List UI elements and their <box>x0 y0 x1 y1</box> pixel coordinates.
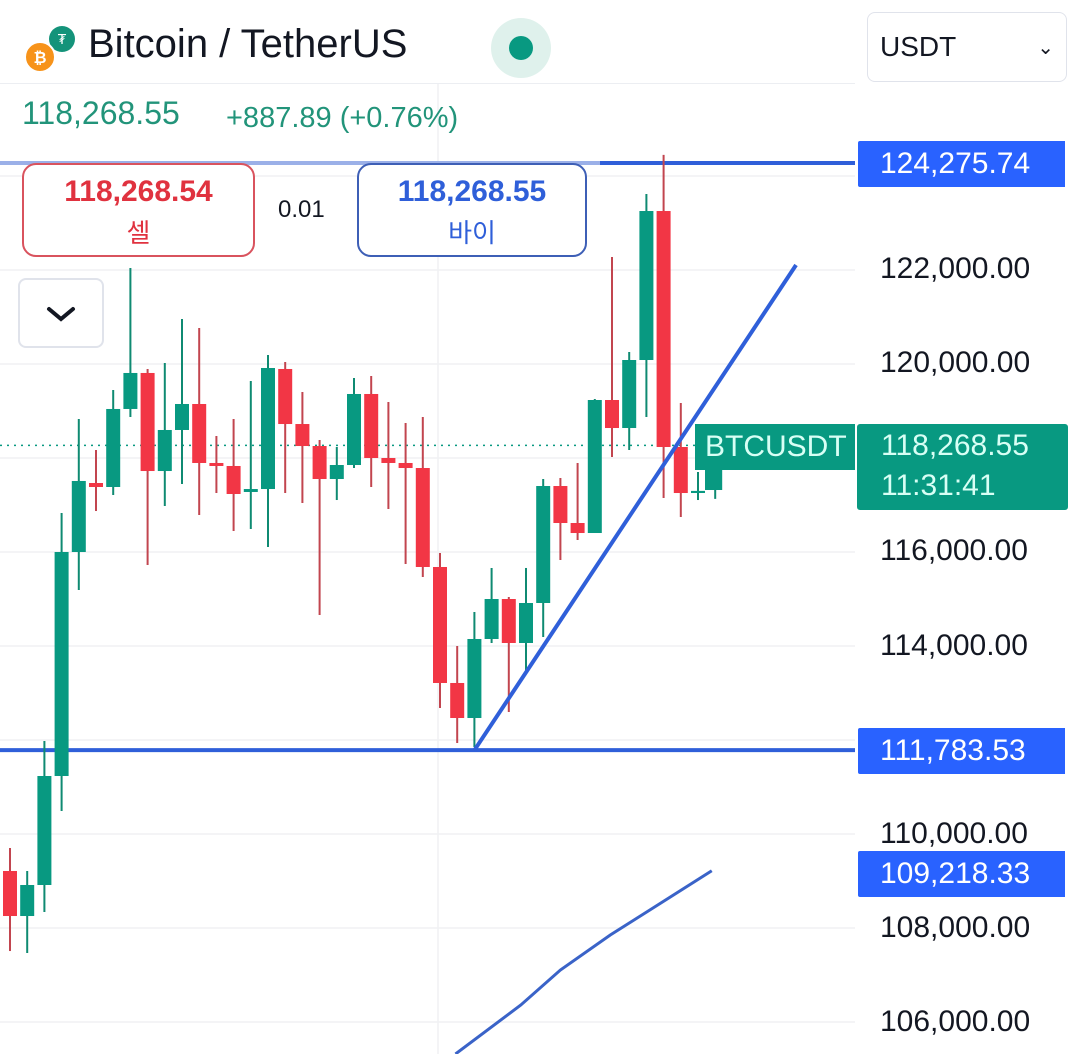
candle-body <box>140 372 155 472</box>
buy-price: 118,268.55 <box>397 175 547 208</box>
coin-pair-icons: ₮ ₿ <box>24 25 84 75</box>
candle-body <box>192 403 207 463</box>
market-status-indicator[interactable] <box>491 18 551 78</box>
currency-value: USDT <box>880 31 957 62</box>
collapse-toggle-button[interactable] <box>18 278 104 348</box>
indicator-value-label: 109,218.33 <box>858 851 1065 897</box>
candle-body <box>587 400 602 534</box>
candle-body <box>691 490 705 494</box>
candle-body <box>433 566 447 683</box>
price-change: +887.89 (+0.76%) <box>226 102 459 134</box>
candle-body <box>71 480 86 552</box>
candle-body <box>209 462 224 466</box>
candle-body <box>656 211 671 448</box>
price-tick: 114,000.00 <box>880 629 1028 662</box>
candle-body <box>157 429 172 472</box>
svg-text:₮: ₮ <box>58 33 67 48</box>
candle-body <box>20 884 35 917</box>
level-label-resistance: 124,275.74 <box>858 141 1065 187</box>
sell-price: 118,268.54 <box>64 175 213 208</box>
candle-body <box>536 486 551 603</box>
current-price-label: 118,268.55 11:31:41 <box>857 424 1068 510</box>
chevron-down-icon <box>47 307 75 322</box>
candle-body <box>295 424 310 447</box>
candle-body <box>3 870 17 917</box>
candle-body <box>484 599 499 639</box>
candle-body <box>226 465 241 495</box>
buy-button[interactable]: 118,268.55 바이 <box>357 163 587 257</box>
candle-body <box>622 360 637 429</box>
indicator-line <box>454 869 713 1054</box>
buy-label: 바이 <box>448 218 496 248</box>
candle-body <box>106 408 121 487</box>
candle-body <box>519 602 533 643</box>
candle-body <box>501 599 516 643</box>
candle-body <box>398 462 413 469</box>
price-tick: 106,000.00 <box>880 1005 1031 1038</box>
svg-text:₿: ₿ <box>33 48 46 67</box>
price-tick: 108,000.00 <box>880 911 1031 944</box>
candle-body <box>415 468 430 567</box>
last-price: 118,268.55 <box>22 95 180 131</box>
candle-body <box>381 458 396 463</box>
candle-body <box>312 446 327 480</box>
sell-button[interactable]: 118,268.54 셀 <box>22 163 255 257</box>
candle-body <box>673 447 688 494</box>
candle-body <box>450 682 465 719</box>
candle-body <box>364 393 379 458</box>
bar-countdown: 11:31:41 <box>881 469 996 502</box>
bitcoin-icon: ₿ <box>24 41 56 73</box>
level-label-support: 111,783.53 <box>858 728 1065 774</box>
candle-body <box>243 489 258 492</box>
candle-body <box>467 638 482 719</box>
symbol-label-tail <box>705 468 719 490</box>
price-tick: 110,000.00 <box>880 817 1028 850</box>
price-tick: 120,000.00 <box>880 346 1031 379</box>
candle-body <box>54 552 69 777</box>
currency-select[interactable]: USDT ⌄ <box>867 12 1067 82</box>
candle-body <box>123 372 138 409</box>
header-divider <box>0 83 855 84</box>
price-tick: 122,000.00 <box>880 252 1031 285</box>
market-open-dot <box>509 36 533 60</box>
candle-body <box>553 486 568 524</box>
symbol-price-label: BTCUSDT <box>695 424 855 470</box>
candle-body <box>278 368 293 425</box>
candle-body <box>605 400 619 429</box>
candle-body <box>89 483 103 487</box>
candle-body <box>329 465 344 480</box>
price-tick: 116,000.00 <box>880 534 1028 567</box>
sell-label: 셀 <box>126 218 151 248</box>
candle-body <box>37 776 52 885</box>
current-price: 118,268.55 <box>881 429 1029 462</box>
tether-icon: ₮ <box>49 26 75 52</box>
spread-value: 0.01 <box>278 196 325 223</box>
chevron-down-icon: ⌄ <box>1037 36 1054 59</box>
trend-line <box>472 263 798 752</box>
candle-body <box>175 403 189 430</box>
candle-body <box>639 211 654 361</box>
candle-body <box>570 523 585 534</box>
symbol-title[interactable]: Bitcoin / TetherUS <box>88 22 408 66</box>
candle-body <box>261 367 275 490</box>
candle-body <box>347 393 361 466</box>
